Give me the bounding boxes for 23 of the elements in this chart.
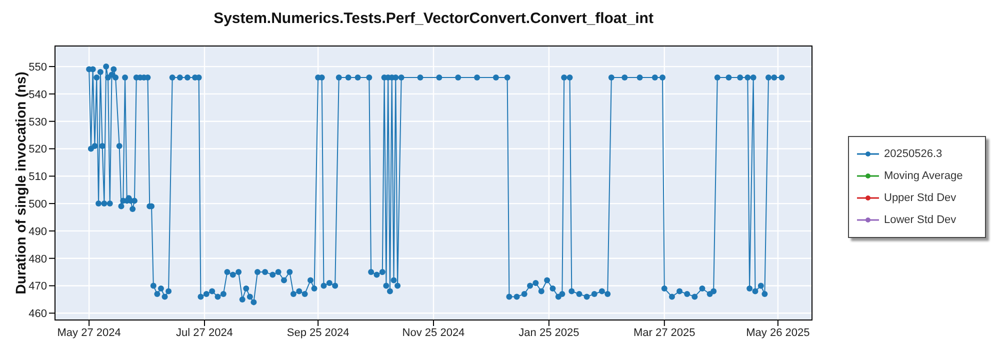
y-tick-label: 480 bbox=[28, 253, 47, 266]
x-tick-label: Nov 25 2024 bbox=[402, 326, 465, 339]
y-tick-label: 550 bbox=[28, 61, 47, 74]
y-tick-label: 540 bbox=[28, 88, 47, 101]
legend-label: Lower Std Dev bbox=[884, 214, 956, 226]
x-tick-label: Jan 25 2025 bbox=[518, 326, 580, 339]
y-tick-label: 520 bbox=[28, 144, 47, 156]
y-tick-label: 530 bbox=[28, 116, 47, 128]
x-tick-label: Sep 25 2024 bbox=[286, 326, 350, 339]
y-tick-label: 510 bbox=[28, 171, 47, 184]
x-tick-label: May 26 2025 bbox=[746, 326, 810, 339]
y-axis-title: Duration of single invocation (ns) bbox=[12, 72, 29, 294]
y-tick-label: 460 bbox=[28, 308, 47, 320]
y-tick-label: 490 bbox=[28, 226, 47, 238]
x-tick-label: Jul 27 2024 bbox=[176, 326, 233, 339]
x-tick-label: May 27 2024 bbox=[57, 326, 121, 339]
legend-label: 20250526.3 bbox=[884, 148, 942, 160]
legend-label: Upper Std Dev bbox=[884, 192, 956, 204]
y-tick-label: 500 bbox=[28, 198, 47, 210]
x-tick-label: Mar 27 2025 bbox=[634, 326, 696, 339]
y-tick-label: 470 bbox=[28, 280, 47, 293]
legend-label: Moving Average bbox=[884, 170, 963, 182]
chart-title: System.Numerics.Tests.Perf_VectorConvert.Convert_float_int bbox=[212, 10, 654, 27]
